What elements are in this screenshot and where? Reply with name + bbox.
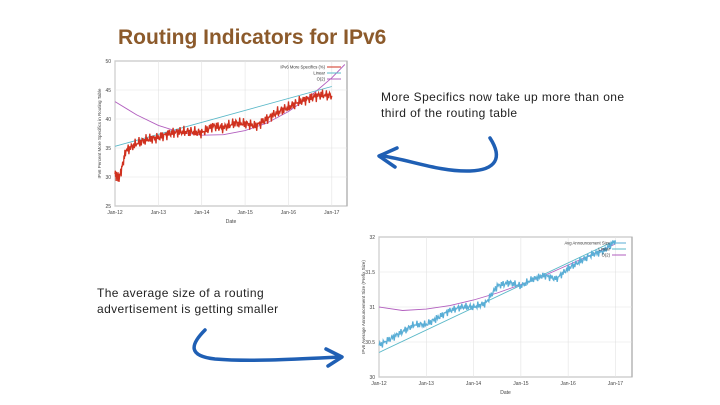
x-tick-label: Jan-14 <box>466 381 482 387</box>
chart-more-specifics: 25 30 35 40 45 50 Jan-12 Jan-13 Jan-14 Jan-15 Jan-… <box>97 59 348 225</box>
note-average-size: The average size of a routing advertisem… <box>97 286 279 316</box>
y-tick-label: 50 <box>105 59 111 65</box>
y-tick-label: 30.5 <box>365 340 375 346</box>
legend-label: Linear <box>598 247 610 252</box>
x-tick-label: Jan-13 <box>419 381 435 387</box>
legend-label: IPv6 More Specifics (%) <box>280 65 325 70</box>
x-tick-label: Jan-16 <box>561 381 577 387</box>
x-tick-label: Jan-17 <box>608 381 624 387</box>
x-tick-label: Jan-16 <box>281 210 297 216</box>
arrow-left-curved-icon <box>381 136 498 173</box>
y-tick-label: 30 <box>369 375 375 381</box>
slide-title: Routing Indicators for IPv6 <box>118 26 387 49</box>
y-tick-label: 45 <box>105 88 111 94</box>
legend-label: O(2) <box>317 77 326 82</box>
arrow-right-head <box>324 347 344 368</box>
y-tick-label: 25 <box>105 204 111 210</box>
note-more-specifics: More Specifics now take up more than one… <box>381 90 625 120</box>
x-axis-label: Date <box>500 390 511 396</box>
y-axis-label: IPv6 Percent More Specifics in Routing T… <box>97 88 102 178</box>
y-tick-label: 31.5 <box>365 270 375 276</box>
x-axis-label: Date <box>226 219 237 225</box>
series-line-0 <box>114 89 333 182</box>
y-tick-label: 31 <box>369 305 375 311</box>
x-tick-label: Jan-14 <box>194 210 210 216</box>
series-line-1 <box>378 240 616 353</box>
chart-average-announcement-size: 30 30.5 31 31.5 32 Jan-12 Jan-13 Jan-14 Jan-15 Ja… <box>361 235 633 396</box>
arrow-right-curved-icon <box>192 328 342 363</box>
x-tick-label: Jan-12 <box>371 381 387 387</box>
arrow-left-head <box>377 146 399 169</box>
x-tick-label: Jan-15 <box>513 381 529 387</box>
legend-label: Linear <box>313 71 325 76</box>
x-tick-label: Jan-13 <box>151 210 167 216</box>
y-tick-label: 30 <box>105 175 111 181</box>
legend-label: Avg Announcement Size <box>564 241 610 246</box>
legend-label: O(2) <box>602 253 611 258</box>
series-line-0 <box>378 239 617 348</box>
y-axis-label: IPv6 Average Announcement Size (Prefix S… <box>361 260 366 354</box>
y-tick-label: 32 <box>369 235 375 241</box>
x-tick-label: Jan-15 <box>237 210 253 216</box>
x-tick-label: Jan-17 <box>324 210 340 216</box>
x-tick-label: Jan-12 <box>107 210 123 216</box>
y-tick-label: 40 <box>105 117 111 123</box>
y-tick-label: 35 <box>105 146 111 152</box>
